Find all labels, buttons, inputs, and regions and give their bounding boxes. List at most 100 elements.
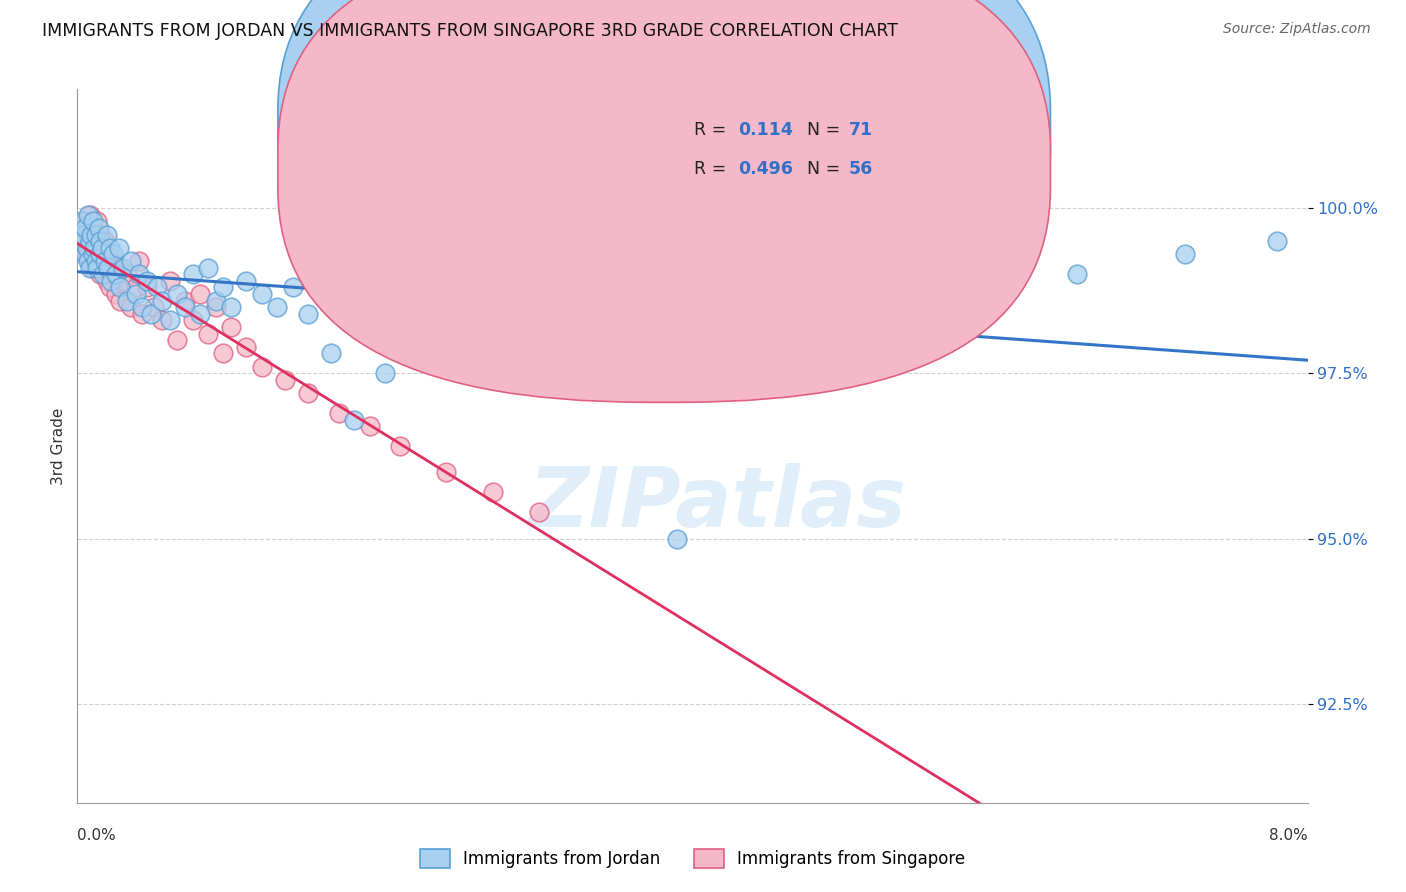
Point <box>188 307 212 321</box>
Point <box>135 274 157 288</box>
Point <box>101 247 124 261</box>
Text: ZIPatlas: ZIPatlas <box>529 463 905 543</box>
Point <box>141 307 163 321</box>
Point <box>436 466 458 480</box>
Point <box>297 307 319 321</box>
Text: 56: 56 <box>849 160 873 178</box>
Point <box>128 254 150 268</box>
Point <box>73 214 96 228</box>
Point <box>174 300 197 314</box>
Point <box>96 274 118 288</box>
Point <box>77 208 100 222</box>
Point <box>97 260 120 275</box>
Point <box>89 247 111 261</box>
Point <box>94 254 117 268</box>
Point <box>128 267 150 281</box>
Point <box>120 254 142 268</box>
Point <box>110 293 132 308</box>
Point <box>882 313 904 327</box>
Text: 8.0%: 8.0% <box>1268 828 1308 843</box>
Point <box>104 267 127 281</box>
Point <box>70 214 93 228</box>
Point <box>188 287 212 301</box>
Point <box>1265 234 1288 248</box>
Point <box>143 300 166 314</box>
Point <box>197 326 219 341</box>
Point <box>297 386 319 401</box>
Point <box>83 241 105 255</box>
Point <box>204 293 226 308</box>
Point <box>108 260 131 275</box>
Text: IMMIGRANTS FROM JORDAN VS IMMIGRANTS FROM SINGAPORE 3RD GRADE CORRELATION CHART: IMMIGRANTS FROM JORDAN VS IMMIGRANTS FRO… <box>42 22 898 40</box>
Point <box>80 241 103 255</box>
Point <box>72 234 94 248</box>
Point <box>389 439 412 453</box>
Point <box>90 241 114 255</box>
Point <box>146 280 169 294</box>
Point <box>90 241 114 255</box>
Text: R =: R = <box>693 120 731 138</box>
Point <box>97 247 120 261</box>
Point <box>450 340 472 354</box>
Point <box>79 208 101 222</box>
Point <box>87 254 110 268</box>
Text: R =: R = <box>693 160 731 178</box>
Text: 0.0%: 0.0% <box>77 828 117 843</box>
Point <box>82 214 104 228</box>
Point <box>212 280 235 294</box>
Point <box>166 287 188 301</box>
Point <box>83 234 105 248</box>
Point <box>181 267 204 281</box>
Point <box>100 254 122 268</box>
Point <box>120 300 142 314</box>
Point <box>93 260 115 275</box>
Text: N =: N = <box>807 120 845 138</box>
Point <box>281 280 304 294</box>
Text: 71: 71 <box>849 120 873 138</box>
Point <box>174 293 197 308</box>
Point <box>89 227 111 242</box>
Point <box>727 326 749 341</box>
Point <box>135 280 157 294</box>
Point <box>115 293 138 308</box>
Text: N =: N = <box>807 160 845 178</box>
Y-axis label: 3rd Grade: 3rd Grade <box>51 408 66 484</box>
Point <box>108 241 131 255</box>
Point <box>80 227 103 242</box>
Point <box>79 254 101 268</box>
Point <box>73 221 96 235</box>
Point <box>89 267 111 281</box>
Point <box>94 234 117 248</box>
Point <box>150 293 173 308</box>
Point <box>101 267 124 281</box>
Point <box>374 367 396 381</box>
Point <box>166 333 188 347</box>
Point <box>77 227 100 242</box>
Point <box>84 247 107 261</box>
Point <box>82 260 104 275</box>
Point <box>219 320 242 334</box>
Point <box>112 260 135 275</box>
Point <box>804 353 827 368</box>
Point <box>76 241 98 255</box>
Point <box>605 333 627 347</box>
Point <box>98 241 121 255</box>
Point <box>957 300 980 314</box>
Point <box>82 247 104 261</box>
FancyBboxPatch shape <box>631 103 945 193</box>
Point <box>77 254 100 268</box>
Point <box>84 227 107 242</box>
Point <box>481 485 503 500</box>
Point <box>89 234 111 248</box>
Point <box>86 214 108 228</box>
Point <box>69 241 91 255</box>
Point <box>666 532 689 546</box>
Point <box>69 234 91 248</box>
Text: Source: ZipAtlas.com: Source: ZipAtlas.com <box>1223 22 1371 37</box>
Point <box>197 260 219 275</box>
Point <box>84 254 107 268</box>
Point <box>76 247 98 261</box>
Point <box>125 287 148 301</box>
Point <box>131 307 153 321</box>
Point <box>115 267 138 281</box>
